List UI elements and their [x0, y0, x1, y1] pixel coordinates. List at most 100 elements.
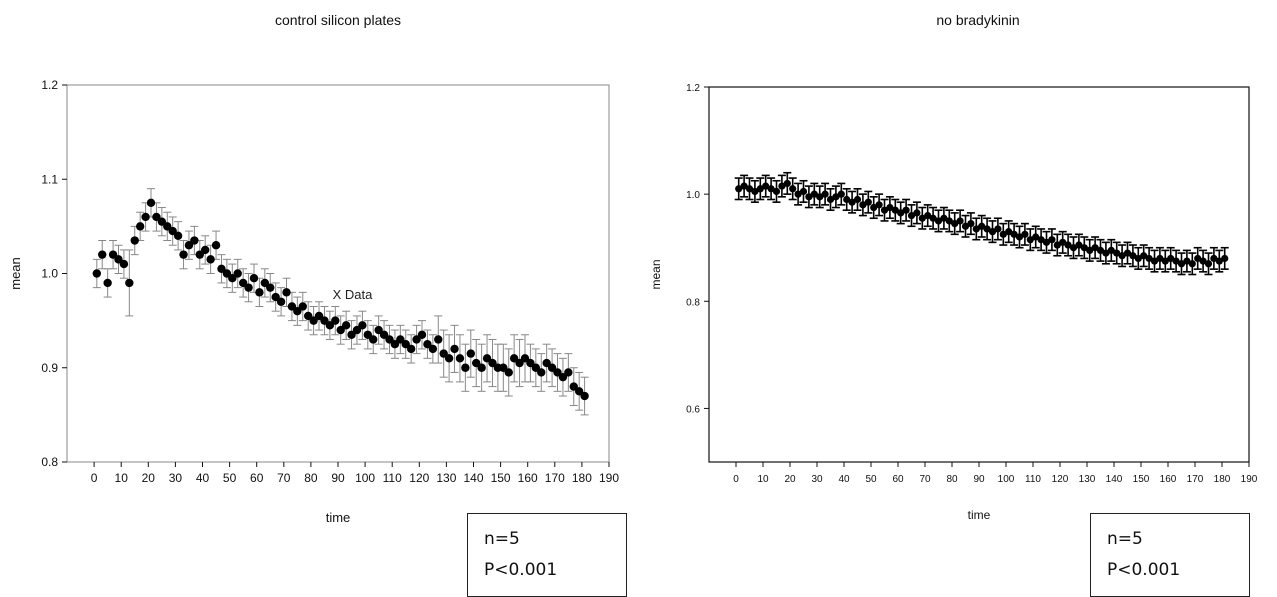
data-point — [341, 321, 351, 330]
data-point — [897, 209, 905, 217]
data-point — [163, 222, 172, 231]
x-tick-label: 0 — [91, 471, 98, 485]
data-point — [509, 354, 519, 363]
data-point — [249, 274, 259, 283]
data-point — [173, 231, 183, 240]
x-tick-label: 10 — [115, 471, 129, 485]
data-point — [1167, 254, 1175, 263]
data-point — [1113, 249, 1121, 257]
data-point — [1156, 254, 1164, 263]
data-point — [574, 387, 584, 396]
data-point — [98, 250, 107, 259]
x-tick-label: 150 — [1133, 474, 1150, 485]
x-tick-label: 40 — [838, 474, 850, 485]
data-point — [130, 236, 139, 245]
data-point — [260, 278, 270, 288]
y-axis-label: mean — [649, 259, 663, 289]
y-tick-label: 1.2 — [686, 83, 700, 94]
data-point — [924, 211, 932, 220]
data-point — [103, 278, 112, 288]
chart-right: no bradykinin 0.6 0.8 1.0 1.2 0 10 20 30 40 50 60 70… — [649, 12, 1258, 522]
data-point — [810, 190, 818, 198]
stats-n-left: n=5 — [484, 529, 520, 549]
data-point — [1118, 252, 1126, 260]
x-tick-label: 120 — [1052, 474, 1069, 485]
data-point — [1161, 257, 1169, 265]
data-point — [385, 335, 394, 344]
data-point — [1048, 236, 1056, 244]
data-point — [569, 382, 578, 391]
data-point — [1037, 236, 1045, 244]
data-point — [1210, 254, 1218, 263]
x-tick-label: 190 — [599, 471, 619, 485]
data-point — [282, 288, 291, 297]
data-point — [558, 372, 568, 382]
data-point — [179, 250, 188, 259]
data-point — [940, 214, 948, 222]
data-point — [956, 217, 964, 225]
data-point — [423, 339, 432, 349]
x-tick-label: 120 — [409, 471, 429, 485]
data-point — [783, 179, 791, 188]
x-tick-label: 80 — [304, 471, 318, 485]
data-point — [190, 236, 199, 245]
data-point — [390, 339, 400, 349]
data-point — [336, 325, 345, 335]
data-point — [1215, 257, 1223, 265]
data-point — [331, 316, 340, 325]
data-point — [994, 225, 1002, 233]
x-tick-label: 190 — [1241, 474, 1258, 485]
x-tick-label: 0 — [733, 474, 739, 485]
stats-n-right: n=5 — [1107, 529, 1143, 549]
data-point — [870, 203, 878, 212]
data-point — [369, 335, 378, 344]
data-point — [450, 344, 459, 354]
data-point — [428, 344, 438, 354]
data-point — [853, 195, 862, 204]
data-point — [168, 226, 177, 236]
data-point — [157, 217, 167, 226]
x-tick-label: 100 — [355, 471, 375, 485]
data-point — [276, 297, 286, 306]
data-point — [934, 217, 943, 225]
data-point — [211, 241, 221, 250]
data-point — [238, 278, 248, 288]
data-point — [374, 325, 383, 335]
x-tick-label: 180 — [572, 471, 592, 485]
x-tick-label: 50 — [223, 471, 237, 485]
x-tick-label: 60 — [250, 471, 264, 485]
data-point — [314, 311, 324, 321]
data-point — [1199, 257, 1207, 265]
data-point — [762, 182, 770, 190]
x-tick-label: 30 — [169, 471, 183, 485]
data-point — [1123, 249, 1132, 257]
data-point — [152, 212, 161, 222]
y-tick-label: 0.8 — [41, 455, 58, 469]
data-point — [119, 259, 129, 269]
data-point — [772, 187, 781, 196]
data-point — [1188, 260, 1196, 268]
y-tick-label: 0.8 — [686, 297, 700, 308]
data-point — [141, 212, 150, 222]
data-point — [547, 363, 557, 372]
x-tick-label: 70 — [919, 474, 931, 485]
data-point — [832, 193, 840, 201]
data-point — [1096, 246, 1105, 254]
y-tick-label: 1.1 — [41, 172, 58, 186]
data-point — [821, 190, 829, 198]
x-tick-label: 170 — [545, 471, 565, 485]
x-axis-label: time — [326, 510, 351, 525]
data-point — [735, 185, 743, 193]
x-tick-label: 30 — [811, 474, 823, 485]
data-point — [477, 363, 486, 372]
data-point — [1021, 230, 1029, 238]
data-point — [1145, 254, 1153, 263]
data-point — [967, 220, 975, 228]
x-tick-label: 130 — [1079, 474, 1096, 485]
data-point — [972, 225, 980, 233]
data-point — [1032, 233, 1040, 241]
x-tick-label: 150 — [491, 471, 511, 485]
data-point — [488, 358, 497, 368]
data-point — [461, 363, 470, 372]
data-point — [320, 316, 329, 325]
